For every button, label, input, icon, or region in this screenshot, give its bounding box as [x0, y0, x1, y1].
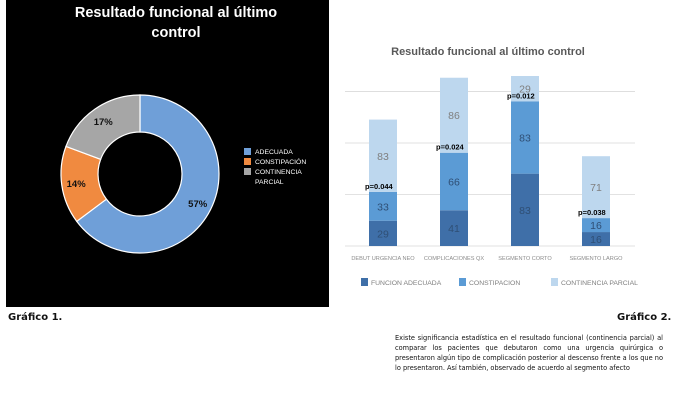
bar-value-label: 41	[448, 223, 460, 235]
bar-chart-title: Resultado funcional al último control	[391, 46, 585, 58]
bar-value-label: 71	[590, 182, 602, 194]
donut-slice-adecuada	[75, 94, 220, 254]
donut-title-line1: Resultado funcional al último	[75, 5, 277, 21]
bar-legend-label: FUNCION ADECUADA	[371, 280, 442, 287]
donut-chart-panel: Resultado funcional al último control 57…	[6, 0, 329, 307]
bar-segment-funcion-adecuada	[582, 232, 610, 246]
bar-segment-constipacion	[369, 191, 397, 221]
donut-legend-swatch	[244, 148, 251, 155]
bar-category-label: SEGMENTO LARGO	[569, 256, 623, 262]
bar-value-label: 29	[519, 84, 531, 96]
donut-legend-label: ADECUADA	[255, 149, 293, 156]
figure-caption-2: Gráfico 2.	[617, 312, 672, 323]
bar-segment-continencia-parcial	[582, 156, 610, 219]
donut-value-label: 57%	[188, 199, 208, 210]
bar-segment-funcion-adecuada	[369, 220, 397, 246]
stacked-bar-chart-panel: Resultado funcional al último control 29…	[335, 42, 645, 304]
donut-legend-swatch	[244, 168, 251, 175]
donut-value-label: 17%	[94, 117, 114, 128]
figure-note: Existe significancia estadística en el r…	[395, 334, 663, 372]
donut-legend-label: CONTINENCIA	[255, 169, 302, 176]
bar-segment-constipacion	[511, 101, 539, 174]
bar-legend-label: CONTINENCIA PARCIAL	[561, 280, 638, 287]
bar-legend-swatch	[459, 278, 466, 286]
bar-category-label: COMPLICACIONES QX	[424, 256, 485, 262]
bar-value-label: 66	[448, 176, 460, 188]
bar-value-label: 16	[590, 234, 602, 246]
p-value-annotation: p=0.012	[507, 91, 535, 100]
donut-title-line2: control	[151, 25, 200, 41]
bar-value-label: 33	[377, 201, 389, 213]
bar-segment-funcion-adecuada	[511, 173, 539, 246]
bar-value-label: 86	[448, 110, 460, 122]
donut-slice-continencia-parcial	[65, 94, 141, 161]
bar-value-label: 16	[590, 220, 602, 232]
donut-value-label: 14%	[67, 179, 87, 190]
bar-value-label: 29	[377, 228, 389, 240]
bar-category-label: SEGMENTO CORTO	[498, 256, 552, 262]
donut-legend-label: CONSTIPACIÓN	[255, 157, 306, 166]
bar-segment-continencia-parcial	[369, 119, 397, 192]
figure-caption-1: Gráfico 1.	[8, 312, 63, 323]
donut-chart: Resultado funcional al último control 57…	[60, 5, 306, 254]
bar-value-label: 83	[377, 151, 389, 163]
bar-legend-label: CONSTIPACION	[469, 280, 520, 287]
bar-segment-funcion-adecuada	[440, 210, 468, 246]
bar-legend-swatch	[551, 278, 558, 286]
bar-segment-continencia-parcial	[511, 76, 539, 102]
p-value-annotation: p=0.038	[578, 208, 606, 217]
bar-value-label: 83	[519, 132, 531, 144]
donut-legend-label: PARCIAL	[255, 179, 284, 186]
p-value-annotation: p=0.024	[436, 143, 465, 152]
bar-segment-constipacion	[440, 152, 468, 211]
p-value-annotation: p=0.044	[365, 182, 394, 191]
stacked-bar-chart: Resultado funcional al último control 29…	[345, 46, 638, 287]
bar-category-label: DEBUT URGENCIA NEO	[351, 256, 415, 262]
bar-segment-constipacion	[582, 218, 610, 233]
donut-legend-swatch	[244, 158, 251, 165]
bar-segment-continencia-parcial	[440, 77, 468, 153]
bar-legend-swatch	[361, 278, 368, 286]
bar-value-label: 83	[519, 205, 531, 217]
